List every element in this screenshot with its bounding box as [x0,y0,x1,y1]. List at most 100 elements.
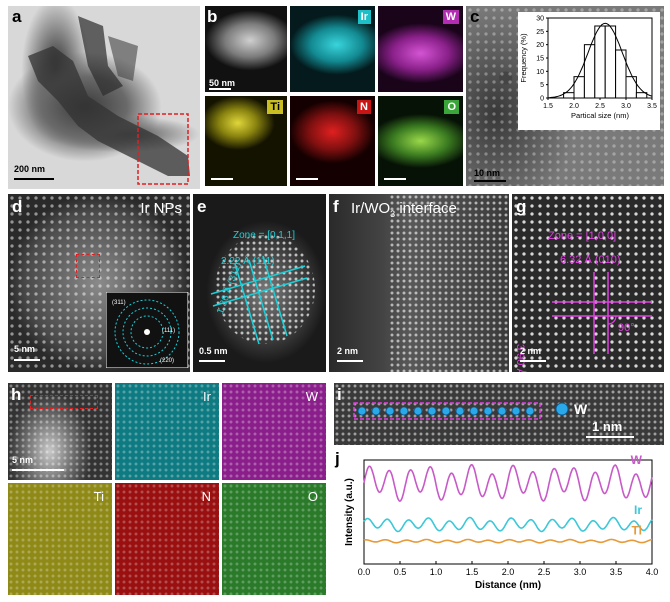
panel-h-ir-texture [115,383,219,480]
profile-series-w [363,464,653,502]
w-atom [357,406,367,416]
panel-g-scale-bar [520,360,546,362]
panel-d-fft-111: (111) [162,328,175,334]
panel-h-roi-box [30,395,98,409]
panel-e-lattice [215,234,315,344]
hist-ytick-label: 20 [536,42,544,49]
panel-d-fft-inset: (311) (111) (220) [106,292,188,368]
panel-b-label: b [207,7,218,26]
panel-h-tag-o: O [307,489,318,504]
panel-h-ti-texture [8,483,112,595]
hist-fit-curve [547,22,653,99]
panel-h-map-o: O [222,483,326,595]
hist-ytick-label: 0 [540,96,544,103]
panel-b-map-ir: Ir [290,6,375,92]
panel-g-label: g [516,197,527,216]
panel-j-chart: j W Ir Ti 0.0 0.5 1.0 1.5 2.0 2.5 3.0 3.5 4.0 Distan… [334,448,664,600]
panel-a-particle-shape [28,16,190,185]
panel-e-label: e [197,197,207,216]
profile-xtick-label: 0.5 [394,567,407,577]
panel-f-scale-text: 2 nm [337,346,359,356]
hist-ytick-label: 5 [540,82,544,89]
panel-b-tag-ir: Ir [357,10,371,24]
profile-legend-ir: Ir [634,503,642,517]
profile-xtick-label: 2.0 [502,567,515,577]
panel-g-angle: 90° [618,322,635,334]
panel-h-map-w: W [222,383,326,480]
panel-h-tag-ir: Ir [203,389,211,404]
panel-g-lattice-lines [552,272,652,354]
profile-xtick-label: 3.5 [610,567,623,577]
panel-h-w-texture [222,383,326,480]
panel-i-label: i [337,385,342,404]
panel-e-d1: 2.22 Å (111) [221,256,275,267]
panel-c-label: c [470,7,480,26]
panel-i-scale-bar [586,436,634,438]
hist-ytick-label: 10 [536,69,544,76]
profile-legend-w: W [631,453,643,467]
panel-h-map-n: N [115,483,219,595]
panel-e-scale-bar [199,360,225,362]
panel-h-tag-w: W [305,389,318,404]
panel-i-w-atoms [353,402,569,420]
profile-xtick-label: 1.0 [430,567,443,577]
panel-d-scale-bar [14,359,40,361]
profile-series-ir [363,516,653,533]
hist-bar [573,76,585,99]
panel-i-atomic-row: i W 1 nm [334,383,664,445]
panel-b-map-w: W [378,6,463,92]
panel-h-tag-ti: Ti [93,489,104,504]
panel-j-label: j [335,449,340,468]
panel-b-tag-w: W [442,10,459,24]
panel-b-scale-bar [209,88,231,90]
hist-bar [583,44,596,99]
hist-xtick-label: 1.5 [543,103,553,110]
hist-bar [604,25,617,99]
panel-b-ti-scale-bar [211,178,233,180]
profile-series-ti [363,538,653,544]
panel-h-texture [8,383,112,480]
panel-f-title: Ir/WO3 interface [351,200,457,219]
panel-h-map-ti: Ti [8,483,112,595]
panel-g-scale-text: 2 nm [520,346,542,356]
panel-a-label: a [12,7,22,26]
hist-ylabel: Frequency (%) [519,33,528,83]
panel-b-n-scale-bar [296,178,318,180]
panel-d-title: Ir NPs [140,200,182,217]
panel-h-n-texture [115,483,219,595]
panel-c-scale-bar [474,180,506,182]
panel-d-stem: d Ir NPs (311) (111) (220) 5 nm [8,194,190,372]
w-atom [511,406,521,416]
panel-d-roi-box [76,254,100,278]
panel-b-map-ti: Ti [205,96,287,186]
w-atom [497,406,507,416]
panel-f-label: f [333,197,339,216]
hist-xtick-label: 3.0 [621,103,631,110]
panel-h-scale-text: 5 nm [12,455,34,465]
hist-xtick-label: 3.5 [647,103,657,110]
panel-h-haadf: h 5 nm [8,383,112,480]
w-atom [525,406,535,416]
profile-xtick-label: 4.0 [646,567,659,577]
hist-ytick-label: 30 [536,16,544,23]
panel-i-scale-text: 1 nm [592,419,623,434]
panel-a-scale-bar [14,178,54,180]
panel-d-fft-311: (311) [112,300,126,306]
panel-f-interface: f Ir/WO3 interface 2 nm [329,194,509,372]
panel-h-map-ir: Ir [115,383,219,480]
panel-g-wo3-lattice: g Zone = [1,0,0] 6.32 Å (010) 3.90 Å (00… [512,194,664,372]
panel-b-tag-o: O [444,100,459,114]
w-atom [385,406,395,416]
panel-e-scale-text: 0.5 nm [199,346,228,356]
panel-g-lattice [512,194,664,372]
panel-c-hrtem: c 1.5 2.0 2.5 3.0 3.5 0 5 10 15 20 25 30 Partical si… [466,6,664,186]
w-atom [413,406,423,416]
panel-b-map-o: O [378,96,463,186]
panel-a-tem-image: a 200 nm [8,6,200,189]
profile-xtick-label: 0.0 [358,567,371,577]
panel-h-scale-bar [12,469,64,471]
profile-xlabel: Distance (nm) [475,580,541,591]
profile-ylabel: Intensity (a.u.) [344,478,355,546]
panel-d-scale-text: 5 nm [14,344,36,354]
profile-xtick-label: 2.5 [538,567,551,577]
